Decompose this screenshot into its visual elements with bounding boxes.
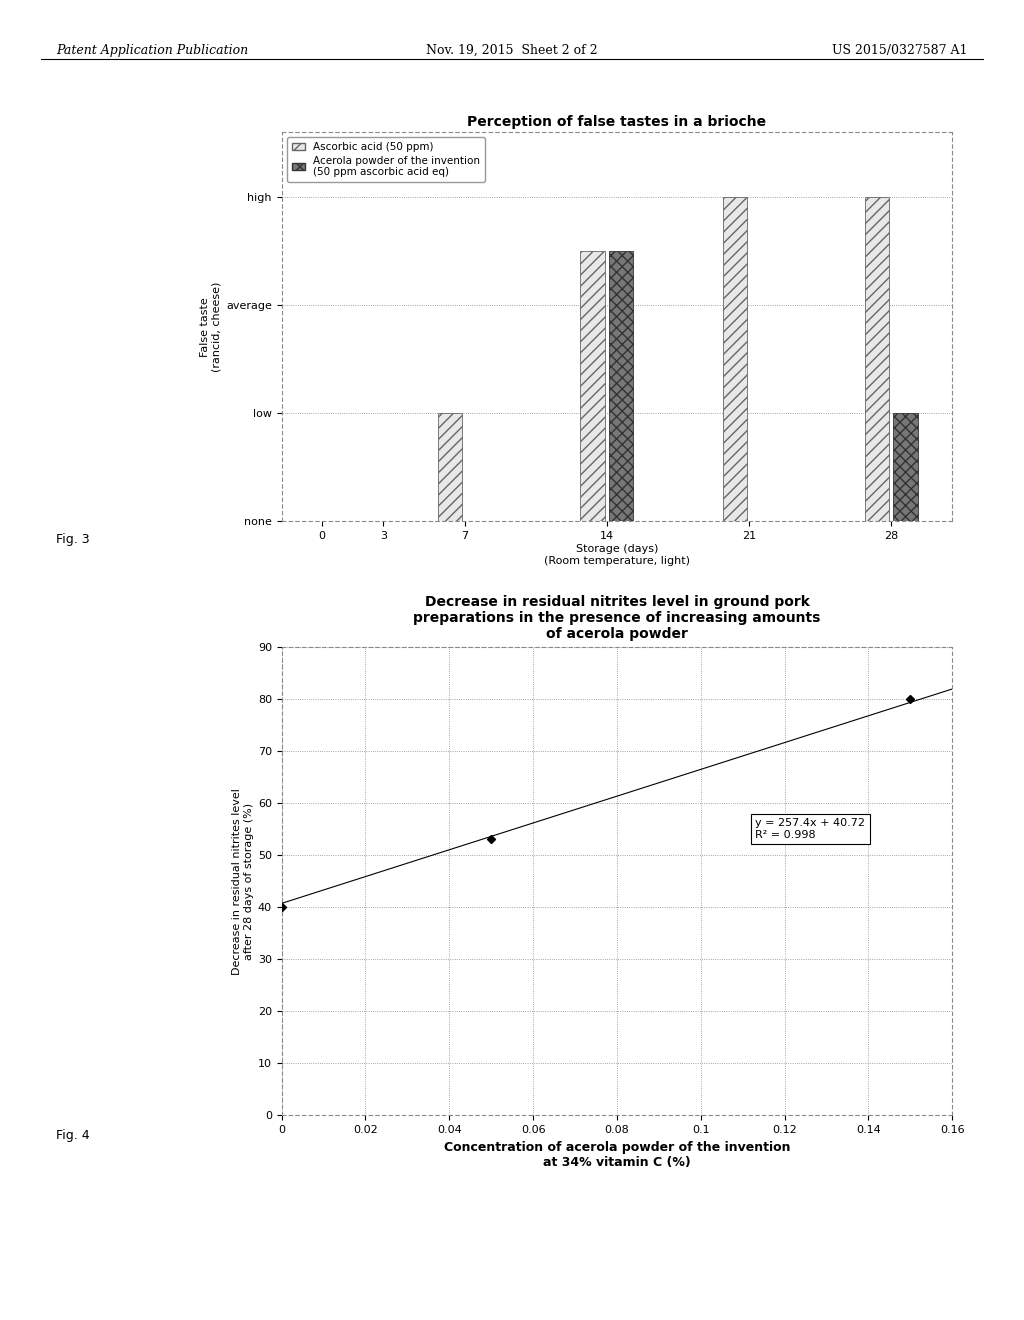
Text: US 2015/0327587 A1: US 2015/0327587 A1 — [833, 44, 968, 57]
Bar — [893, 413, 918, 521]
Text: Fig. 4: Fig. 4 — [56, 1129, 90, 1142]
Text: Fig. 3: Fig. 3 — [56, 533, 90, 546]
Bar — [438, 413, 463, 521]
Title: Decrease in residual nitrites level in ground pork
preparations in the presence : Decrease in residual nitrites level in g… — [414, 595, 820, 642]
Title: Perception of false tastes in a brioche: Perception of false tastes in a brioche — [467, 115, 767, 129]
X-axis label: Storage (days)
(Room temperature, light): Storage (days) (Room temperature, light) — [544, 544, 690, 565]
Bar — [581, 251, 605, 521]
X-axis label: Concentration of acerola powder of the invention
at 34% vitamin C (%): Concentration of acerola powder of the i… — [443, 1140, 791, 1168]
Text: Nov. 19, 2015  Sheet 2 of 2: Nov. 19, 2015 Sheet 2 of 2 — [426, 44, 598, 57]
Bar — [609, 251, 633, 521]
Y-axis label: False taste
(rancid, cheese): False taste (rancid, cheese) — [201, 281, 222, 372]
Text: Patent Application Publication: Patent Application Publication — [56, 44, 249, 57]
Y-axis label: Decrease in residual nitrites level
after 28 days of storage (%): Decrease in residual nitrites level afte… — [232, 788, 254, 974]
Text: y = 257.4x + 40.72
R² = 0.998: y = 257.4x + 40.72 R² = 0.998 — [756, 818, 865, 840]
Bar — [723, 197, 748, 521]
Legend: Ascorbic acid (50 ppm), Acerola powder of the invention
(50 ppm ascorbic acid eq: Ascorbic acid (50 ppm), Acerola powder o… — [287, 137, 485, 182]
Bar — [865, 197, 889, 521]
